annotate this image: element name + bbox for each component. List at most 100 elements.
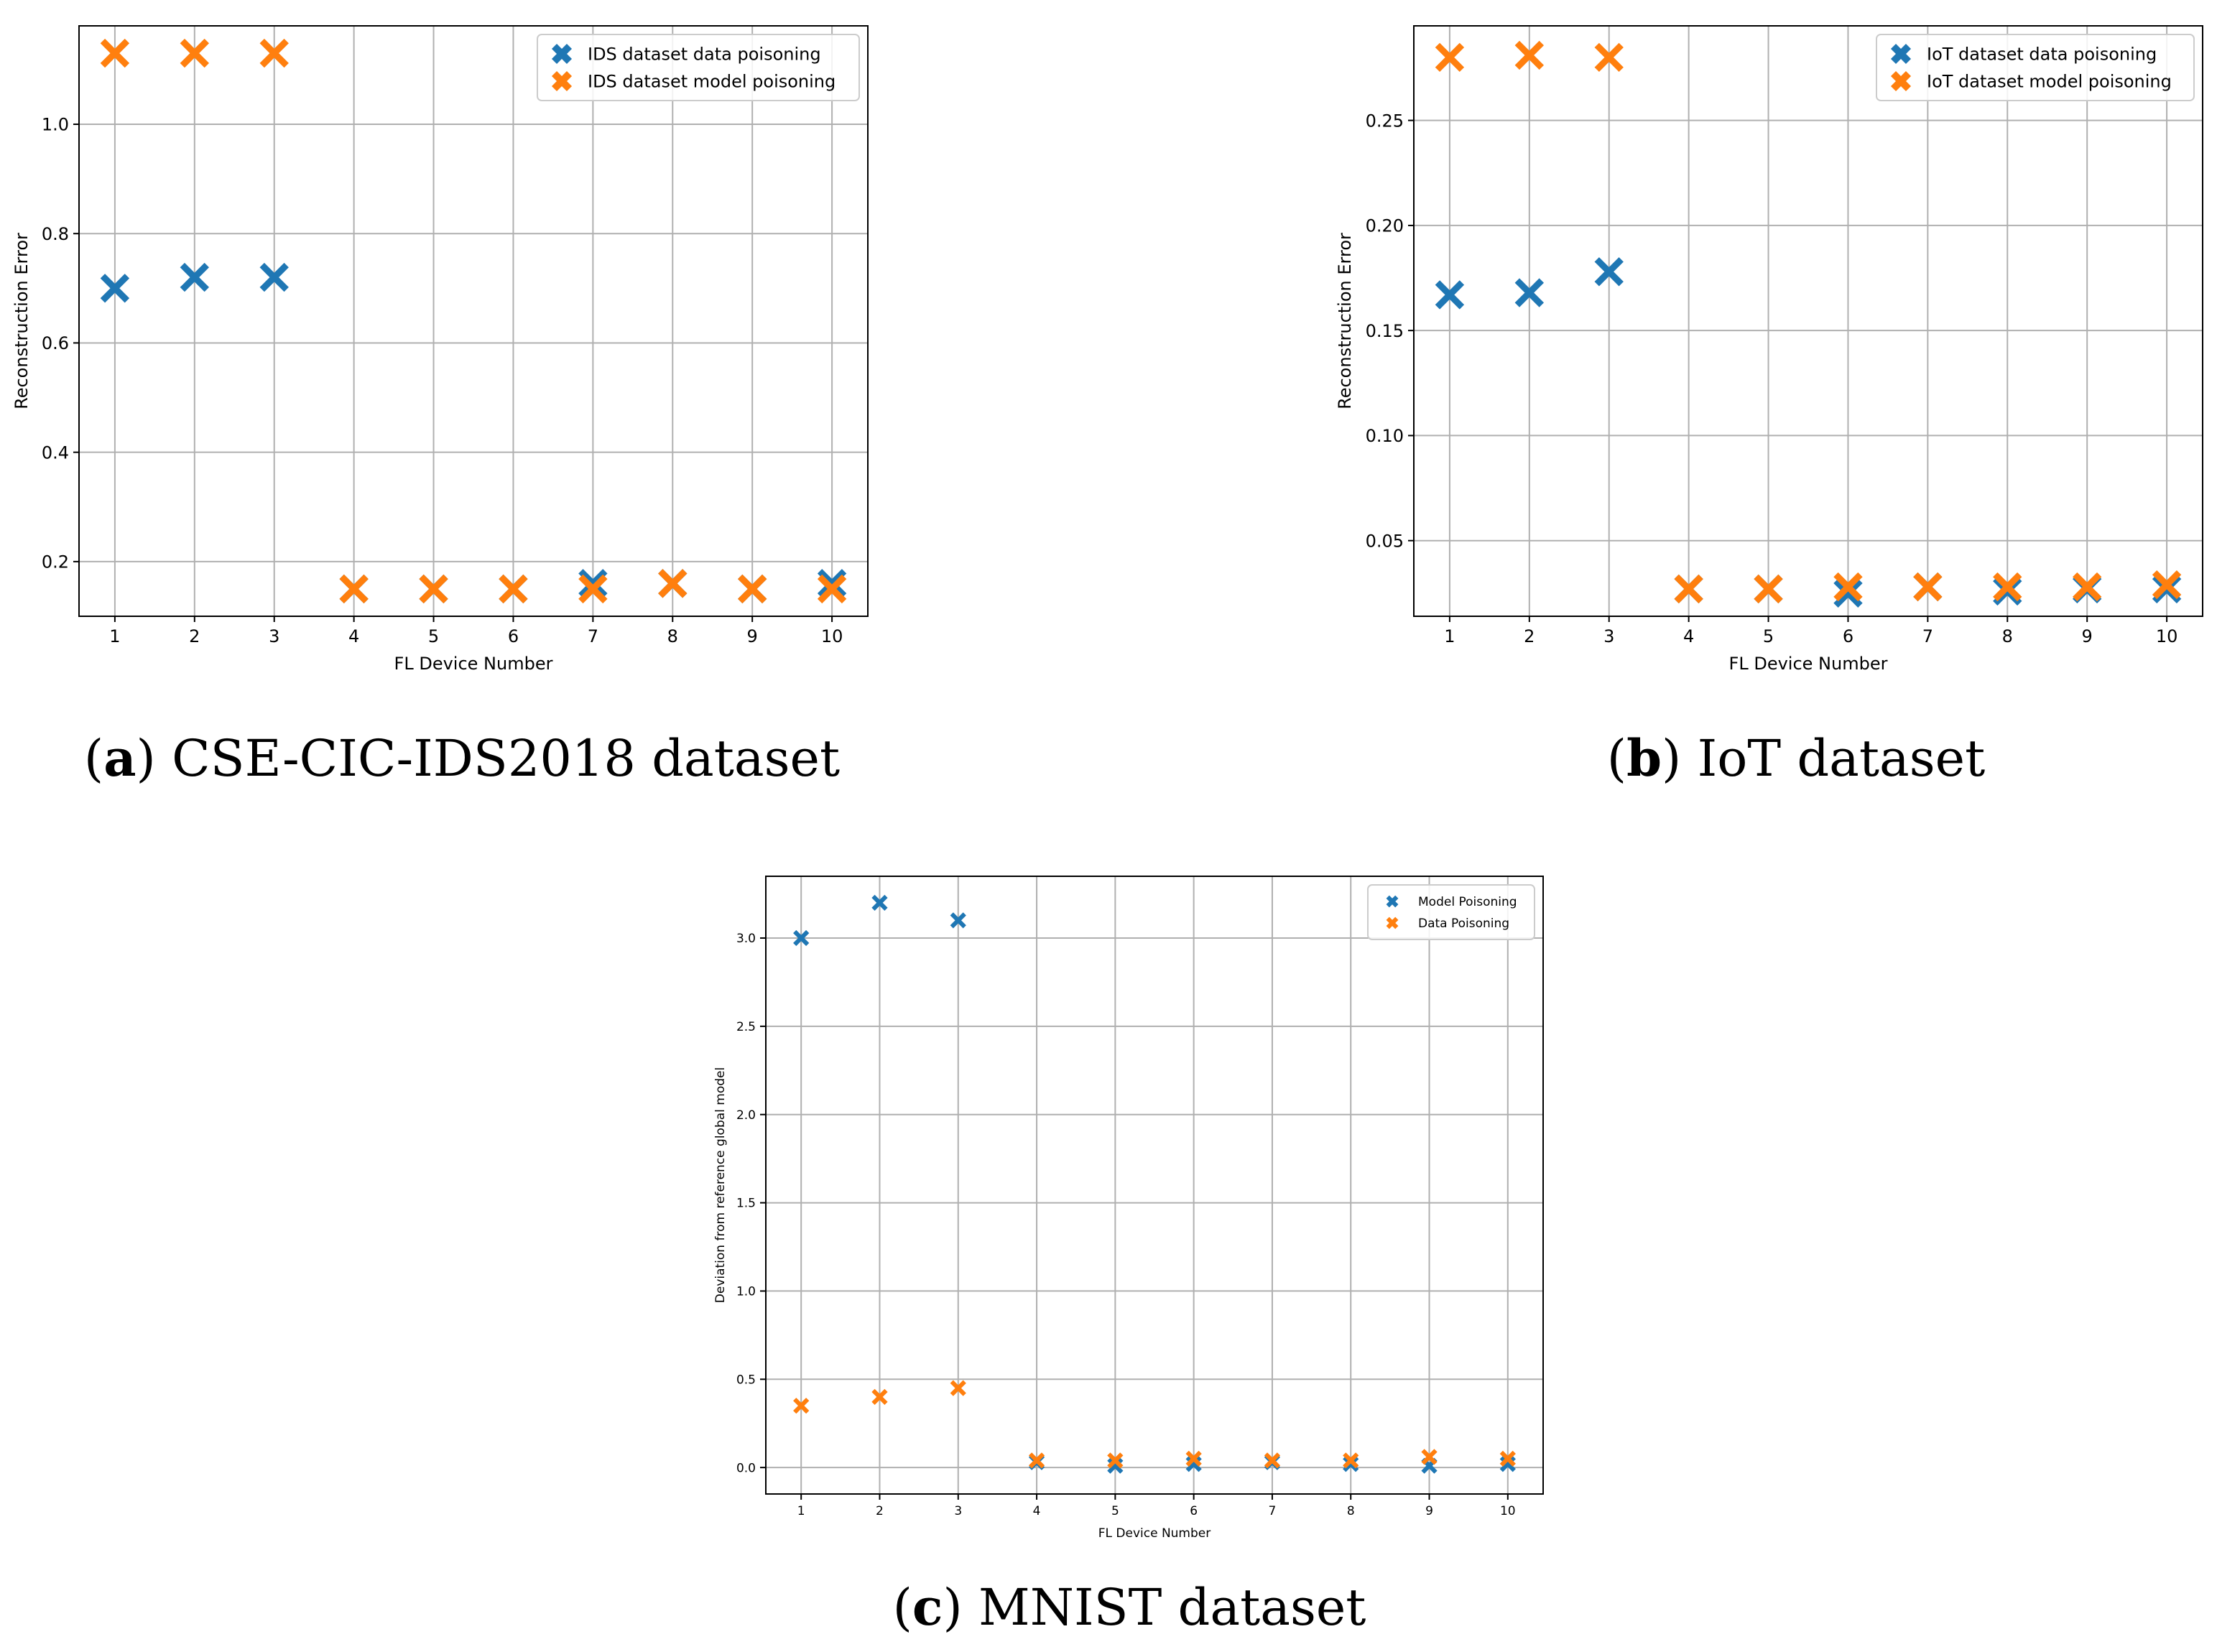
y-tick-label: 0.5 xyxy=(736,1373,756,1387)
x-tick-label: 1 xyxy=(797,1504,805,1518)
chart-panel-a: 1 2 3 4 5 6 7 8 9 10 0.2 0.4 0.6 0.8 1.0 FL Device Numb… xyxy=(11,25,869,788)
x-tick-label: 7 xyxy=(588,626,598,646)
y-tick-label: 0.25 xyxy=(1366,111,1404,131)
y-tick-label: 0.15 xyxy=(1366,321,1404,341)
plot-frame xyxy=(765,876,1544,1495)
legend-box xyxy=(1367,884,1535,940)
data-point-stroke-2 xyxy=(1913,572,1943,602)
x-tick-label: 9 xyxy=(2082,626,2093,646)
data-point-stroke-2 xyxy=(1514,40,1545,70)
legend-label: IDS dataset model poisoning xyxy=(588,72,836,92)
panel-caption: (c) MNIST dataset xyxy=(893,1577,1366,1637)
y-tick-label: 0.0 xyxy=(736,1461,756,1475)
data-point xyxy=(578,569,608,598)
caption-paren-open: ( xyxy=(1607,729,1626,788)
y-axis-label: Deviation from reference global model xyxy=(713,1067,728,1303)
data-point xyxy=(339,574,369,604)
y-tick-label: 2.5 xyxy=(736,1020,756,1034)
x-tick-label: 6 xyxy=(1190,1504,1198,1518)
x-tick-label: 8 xyxy=(1347,1504,1355,1518)
legend-marker xyxy=(1386,917,1399,929)
data-point xyxy=(950,912,966,929)
data-point-stroke-2 xyxy=(1343,1452,1359,1469)
x-axis-label: FL Device Number xyxy=(1729,654,1888,674)
plot-frame xyxy=(1413,25,2203,617)
data-point-stroke-2 xyxy=(817,574,847,604)
legend-marker xyxy=(1890,70,1912,92)
x-tick-label: 8 xyxy=(667,626,678,646)
x-tick-label: 5 xyxy=(428,626,439,646)
data-point-stroke-2 xyxy=(1514,278,1545,307)
legend-marker-stroke-2 xyxy=(1890,70,1912,92)
legend-marker xyxy=(551,70,573,92)
data-point-stroke-2 xyxy=(578,569,608,598)
data-point-stroke-2 xyxy=(737,574,767,604)
data-point xyxy=(100,38,130,68)
caption-text: ) MNIST dataset xyxy=(943,1578,1366,1637)
data-point-stroke-2 xyxy=(1594,257,1624,287)
caption-text: ) CSE-CIC-IDS2018 dataset xyxy=(136,729,841,788)
legend: Model Poisoning Data Poisoning xyxy=(1367,884,1535,940)
data-point-stroke-2 xyxy=(950,912,966,929)
x-tick-label: 2 xyxy=(876,1504,884,1518)
legend-label: IoT dataset model poisoning xyxy=(1927,72,2172,92)
data-point xyxy=(871,1388,888,1405)
legend-label: Model Poisoning xyxy=(1418,895,1517,909)
data-point-stroke-2 xyxy=(817,569,847,598)
data-point-stroke-2 xyxy=(1674,574,1703,604)
data-point xyxy=(1343,1452,1359,1469)
data-point-stroke-2 xyxy=(658,569,688,598)
data-point-stroke-2 xyxy=(1754,574,1783,604)
data-point xyxy=(1185,1456,1202,1472)
data-point-stroke-2 xyxy=(1185,1456,1202,1472)
legend-marker xyxy=(1386,895,1399,908)
x-tick-label: 10 xyxy=(2156,626,2178,646)
data-point-stroke-2 xyxy=(1264,1452,1281,1469)
data-point xyxy=(180,262,210,292)
data-point-stroke-2 xyxy=(1421,1449,1438,1465)
y-tick-label: 0.8 xyxy=(42,224,69,244)
caption-letter: a xyxy=(103,728,136,788)
data-point-stroke-2 xyxy=(419,574,448,604)
data-point xyxy=(817,574,847,604)
y-tick-label: 1.5 xyxy=(736,1197,756,1211)
caption-paren-open: ( xyxy=(893,1578,912,1637)
caption-letter: c xyxy=(912,1577,943,1637)
data-point-stroke-2 xyxy=(1107,1457,1124,1474)
data-point-stroke-2 xyxy=(259,38,289,68)
data-point xyxy=(1343,1456,1359,1472)
data-point xyxy=(499,574,528,604)
y-axis-label: Reconstruction Error xyxy=(1335,233,1355,409)
x-tick-label: 7 xyxy=(1269,1504,1277,1518)
data-point xyxy=(1594,42,1624,73)
legend-marker-stroke-2 xyxy=(1890,43,1912,65)
y-axis-label: Reconstruction Error xyxy=(11,233,32,409)
data-point-stroke-2 xyxy=(1833,572,1863,602)
x-tick-label: 1 xyxy=(109,626,120,646)
x-axis-label: FL Device Number xyxy=(394,654,553,674)
y-tick-label: 0.10 xyxy=(1366,426,1404,446)
x-tick-label: 2 xyxy=(189,626,200,646)
data-point xyxy=(1264,1452,1281,1469)
data-point-stroke-2 xyxy=(1594,42,1624,73)
chart-panel-b: 1 2 3 4 5 6 7 8 9 10 0.05 0.10 0.15 0.20 0.25 FL Device… xyxy=(1335,25,2203,788)
data-point-stroke-2 xyxy=(578,574,608,604)
x-tick-label: 3 xyxy=(269,626,279,646)
x-tick-label: 9 xyxy=(1425,1504,1433,1518)
legend-marker-stroke-2 xyxy=(551,43,573,65)
data-point xyxy=(1435,280,1465,310)
y-tick-label: 0.2 xyxy=(42,552,69,572)
data-point-stroke-2 xyxy=(793,929,810,947)
data-point-stroke-2 xyxy=(1499,1450,1516,1467)
data-point-stroke-2 xyxy=(793,1398,810,1414)
x-tick-label: 6 xyxy=(1843,626,1853,646)
plot-frame xyxy=(78,25,869,617)
data-point-stroke-2 xyxy=(1435,42,1465,73)
data-point xyxy=(1993,572,2022,602)
data-point xyxy=(1514,278,1545,307)
y-tick-label: 1.0 xyxy=(42,115,69,135)
data-point xyxy=(1107,1457,1124,1474)
legend-marker-stroke-2 xyxy=(1386,895,1399,908)
